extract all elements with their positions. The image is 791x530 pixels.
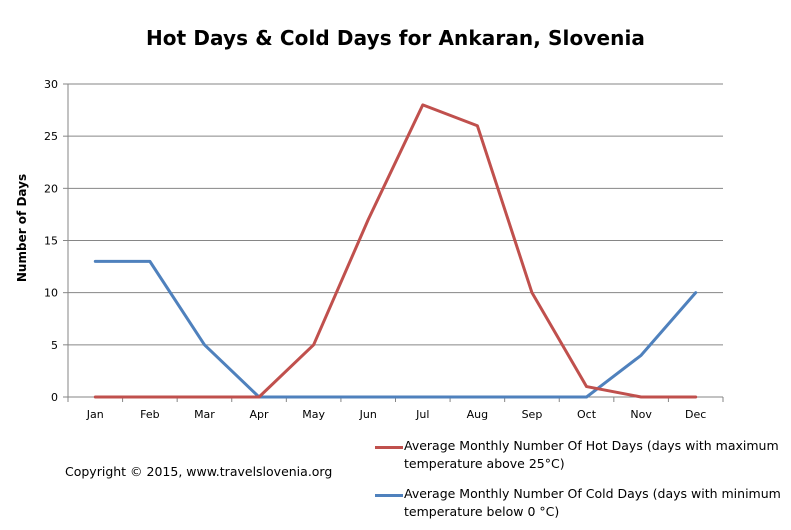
- x-tick-label-apr: Apr: [250, 408, 270, 421]
- tick-labels: 0 5 10 15 20 25 30 Jan Feb Mar Apr May Jun Jul Aug Sep O…: [44, 78, 706, 421]
- legend-swatch-cold-days: [375, 494, 403, 497]
- y-tick-label: 10: [44, 287, 58, 300]
- series-lines: [93, 103, 698, 399]
- x-tick-label-jun: Jun: [359, 408, 377, 421]
- y-axis-label: Number of Days: [15, 173, 29, 283]
- x-tick-label-jan: Jan: [86, 408, 104, 421]
- x-tick-label-sep: Sep: [522, 408, 543, 421]
- legend-swatch-hot-days: [375, 446, 403, 449]
- x-tick-label-mar: Mar: [194, 408, 215, 421]
- axes: [63, 83, 724, 402]
- x-tick-label-dec: Dec: [685, 408, 706, 421]
- x-tick-label-jul: Jul: [415, 408, 429, 421]
- y-tick-label: 0: [51, 391, 58, 404]
- x-tick-label-aug: Aug: [467, 408, 488, 421]
- y-tick-label: 20: [44, 182, 58, 195]
- x-tick-label-may: May: [302, 408, 325, 421]
- gridlines: [68, 83, 723, 346]
- x-tick-label-oct: Oct: [577, 408, 597, 421]
- copyright-text: Copyright © 2015, www.travelslovenia.org: [65, 464, 333, 479]
- legend-label-hot-days: Average Monthly Number Of Hot Days (days…: [404, 438, 779, 471]
- series-line-cold-days: [93, 259, 698, 399]
- series-line-hot-days: [93, 103, 698, 399]
- y-tick-label: 5: [51, 339, 58, 352]
- y-tick-label: 30: [44, 78, 58, 91]
- legend-label-cold-days: Average Monthly Number Of Cold Days (day…: [404, 486, 781, 519]
- x-tick-label-feb: Feb: [140, 408, 159, 421]
- chart-title: Hot Days & Cold Days for Ankaran, Sloven…: [145, 26, 646, 50]
- x-tick-label-nov: Nov: [630, 408, 652, 421]
- y-tick-label: 25: [44, 130, 58, 143]
- y-tick-label: 15: [44, 235, 58, 248]
